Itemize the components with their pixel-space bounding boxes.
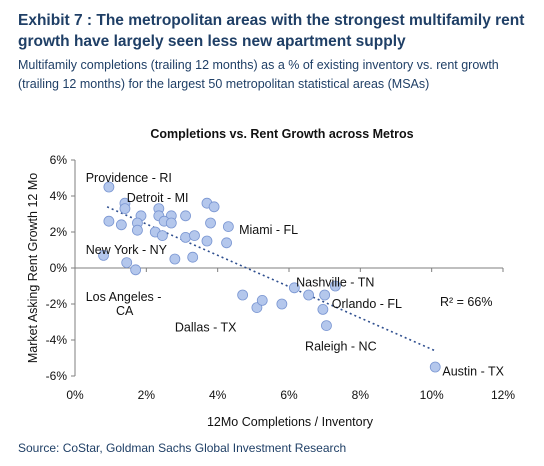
scatter-chart: Completions vs. Rent Growth across Metro… bbox=[26, 127, 516, 429]
x-tick-label: 0% bbox=[66, 388, 84, 402]
data-point bbox=[156, 230, 168, 242]
data-point bbox=[276, 298, 288, 310]
data-point bbox=[103, 215, 115, 227]
source-note: Source: CoStar, Goldman Sachs Global Inv… bbox=[18, 441, 347, 455]
data-point bbox=[103, 181, 115, 193]
data-point bbox=[317, 303, 329, 315]
data-point bbox=[115, 219, 127, 231]
data-point bbox=[98, 249, 109, 261]
x-tick-label: 4% bbox=[209, 388, 227, 402]
y-tick-label: -2% bbox=[46, 297, 68, 311]
x-tick-label: 8% bbox=[352, 388, 370, 402]
y-tick-label: 2% bbox=[50, 225, 68, 239]
x-tick-label: 2% bbox=[138, 388, 156, 402]
r-squared-label: R² = 66% bbox=[440, 295, 492, 309]
point-label: Providence - RI bbox=[86, 171, 172, 185]
point-label: Orlando - FL bbox=[332, 297, 402, 311]
data-point bbox=[130, 264, 142, 276]
data-point bbox=[251, 302, 263, 314]
data-point bbox=[180, 231, 191, 243]
data-point bbox=[222, 221, 234, 233]
data-point bbox=[132, 224, 143, 236]
data-point bbox=[429, 361, 441, 373]
point-label: Detroit - MI bbox=[127, 191, 189, 205]
data-point bbox=[121, 257, 133, 269]
data-point bbox=[169, 253, 181, 265]
chart-title: Completions vs. Rent Growth across Metro… bbox=[150, 127, 413, 141]
point-label: Raleigh - NC bbox=[305, 339, 377, 353]
data-points bbox=[98, 181, 441, 373]
x-axis-label: 12Mo Completions / Inventory bbox=[207, 415, 374, 429]
x-tick-label: 10% bbox=[420, 388, 444, 402]
axes: 0% 2% 4% 6% 8% 10% 12% 6% 4% 2% 0% -2% -4% -6% bbox=[46, 153, 516, 402]
data-point bbox=[180, 210, 191, 222]
y-tick-label: 0% bbox=[50, 261, 68, 275]
data-point bbox=[187, 251, 199, 263]
x-tick-label: 6% bbox=[280, 388, 298, 402]
data-point bbox=[165, 217, 177, 229]
data-point bbox=[319, 289, 331, 301]
point-label: New York - NY bbox=[86, 243, 168, 257]
data-point bbox=[221, 237, 232, 249]
y-axis-label: Market Asking Rent Growth 12 Mo bbox=[26, 173, 40, 363]
point-annotations: Providence - RI Detroit - MI Miami - FL New… bbox=[86, 171, 505, 379]
point-label: CA bbox=[116, 304, 134, 318]
data-point bbox=[321, 320, 332, 332]
point-label: Austin - TX bbox=[442, 365, 504, 379]
data-point bbox=[205, 217, 216, 229]
data-point bbox=[256, 294, 268, 306]
data-point bbox=[119, 203, 131, 215]
point-label: Nashville - TN bbox=[296, 275, 374, 289]
point-label: Dallas - TX bbox=[175, 320, 237, 334]
y-tick-label: 4% bbox=[50, 189, 68, 203]
y-tick-label: -6% bbox=[46, 369, 68, 383]
point-label: Los Angeles - bbox=[86, 290, 162, 304]
x-tick-label: 12% bbox=[491, 388, 515, 402]
exhibit-title: Exhibit 7 : The metropolitan areas with … bbox=[18, 12, 525, 50]
y-tick-label: -4% bbox=[46, 333, 68, 347]
data-point bbox=[201, 235, 213, 247]
data-point bbox=[288, 282, 300, 294]
chart-subtitle: Multifamily completions (trailing 12 mon… bbox=[18, 58, 499, 91]
data-point bbox=[237, 289, 249, 301]
data-point bbox=[303, 289, 315, 301]
data-point bbox=[189, 230, 200, 242]
data-point bbox=[329, 280, 341, 292]
y-tick-label: 6% bbox=[50, 153, 68, 167]
data-point bbox=[208, 201, 220, 213]
point-label: Miami - FL bbox=[239, 223, 298, 237]
